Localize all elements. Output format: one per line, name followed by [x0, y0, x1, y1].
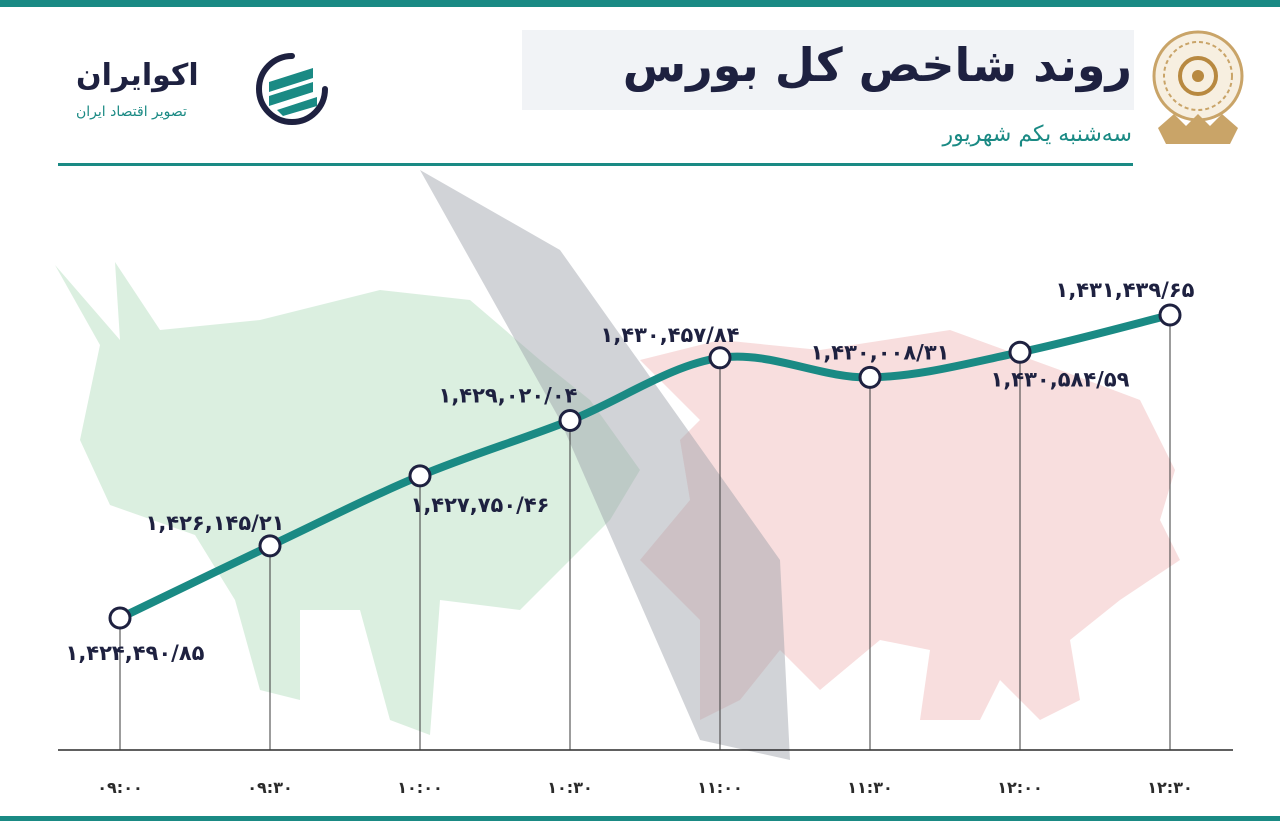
- drop-lines: [119, 325, 1171, 750]
- x-tick-label: ۱۱:۰۰: [697, 778, 742, 797]
- background-illustration: [55, 170, 1180, 760]
- data-label: ۱,۴۲۴,۴۹۰/۸۵: [66, 641, 205, 665]
- data-point: [858, 365, 882, 389]
- data-point: [108, 606, 132, 630]
- x-tick-label: ۱۲:۳۰: [1147, 778, 1192, 797]
- ecoiran-logo-icon: [256, 53, 328, 125]
- data-label: ۱,۴۳۰,۵۸۴/۵۹: [991, 367, 1130, 391]
- x-tick-label: ۱۱:۳۰: [847, 778, 892, 797]
- bear-silhouette: [640, 330, 1180, 720]
- diagonal-arrow-shadow: [420, 170, 790, 760]
- x-tick-label: ۰۹:۰۰: [97, 778, 142, 797]
- data-label: ۱,۴۳۰,۴۵۷/۸۴: [601, 323, 740, 347]
- brand-tagline: تصویر اقتصاد ایران: [76, 104, 187, 120]
- data-labels: ۱,۴۲۴,۴۹۰/۸۵ ۱,۴۲۶,۱۴۵/۲۱ ۱,۴۲۷,۷۵۰/۴۶ ۱,۴۲…: [66, 278, 1195, 665]
- header-divider: [58, 163, 1133, 166]
- x-tick-label: ۱۰:۰۰: [397, 778, 442, 797]
- x-tick-label: ۱۰:۳۰: [547, 778, 592, 797]
- data-label: ۱,۴۳۱,۴۳۹/۶۵: [1056, 278, 1195, 302]
- data-point: [258, 534, 282, 558]
- data-point: [1158, 303, 1182, 327]
- data-point: [1008, 340, 1032, 364]
- data-label: ۱,۴۲۶,۱۴۵/۲۱: [146, 511, 285, 535]
- data-label: ۱,۴۲۹,۰۲۰/۰۴: [439, 384, 578, 408]
- brand-name: اکوایران: [76, 58, 199, 93]
- x-tick-label: ۱۲:۰۰: [997, 778, 1042, 797]
- top-border: [0, 0, 1280, 7]
- data-label: ۱,۴۲۷,۷۵۰/۴۶: [411, 493, 550, 517]
- tehran-stock-exchange-seal-icon: [1152, 30, 1244, 144]
- bottom-border: [0, 816, 1280, 821]
- series-line: [116, 311, 1174, 622]
- x-tick-labels: ۰۹:۰۰ ۰۹:۳۰ ۱۰:۰۰ ۱۰:۳۰ ۱۱:۰۰ ۱۱:۳۰ ۱۲:۰۰ ۱۲:۳۰: [97, 778, 1192, 797]
- x-tick-label: ۰۹:۳۰: [247, 778, 292, 797]
- data-point: [558, 409, 582, 433]
- page-subtitle: سه‌شنبه یکم شهریور: [942, 122, 1132, 147]
- bull-silhouette: [55, 262, 640, 735]
- page-title: روند شاخص کل بورس: [622, 38, 1132, 92]
- data-label: ۱,۴۳۰,۰۰۸/۳۱: [811, 340, 950, 364]
- data-point: [408, 464, 432, 488]
- data-points: [108, 303, 1182, 630]
- title-panel: [522, 30, 1134, 110]
- data-point: [708, 346, 732, 370]
